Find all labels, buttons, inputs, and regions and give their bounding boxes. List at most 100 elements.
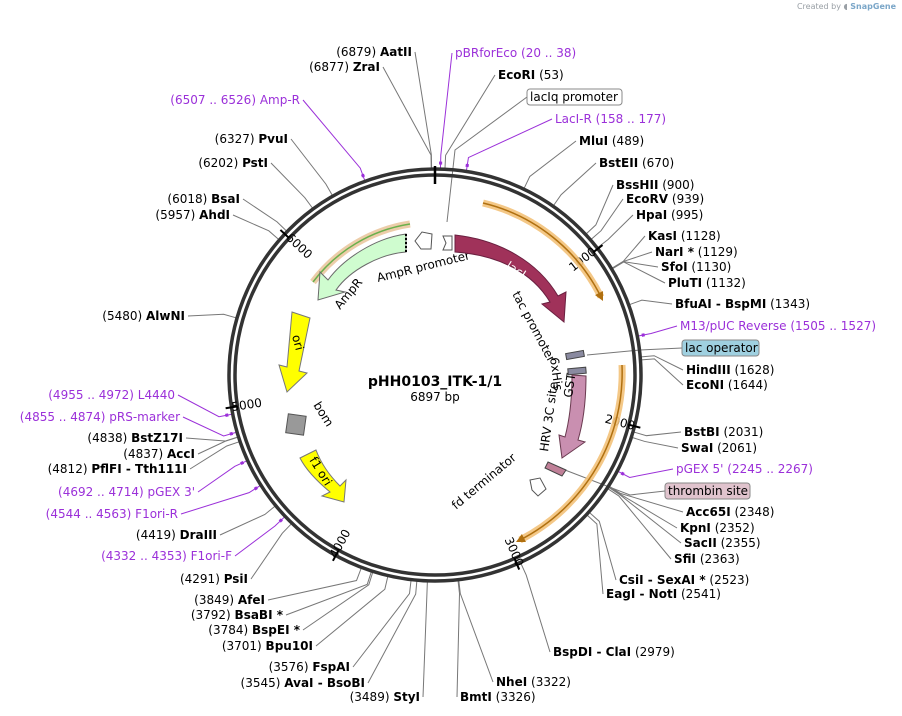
lacIq-promoter-box	[526, 88, 623, 106]
lac-operator-label: lac operator	[685, 341, 758, 355]
site-leader	[290, 138, 333, 196]
orf-arcs	[310, 199, 626, 544]
site-leader	[197, 460, 247, 493]
enzyme-site-label: (5480) AlwNI	[102, 309, 185, 323]
enzyme-site-label: (6202) PstI	[198, 156, 268, 170]
enzyme-site-label: MluI (489)	[579, 134, 644, 148]
primer-mark	[361, 173, 365, 178]
site-leader	[185, 436, 238, 442]
feature-gst	[558, 374, 587, 459]
site-leader	[285, 571, 372, 616]
primer-label: (4855 .. 4874) pRS-marker	[20, 410, 180, 424]
enzyme-site-label: BspDI - ClaI (2979)	[553, 645, 675, 659]
enzyme-site-label: Acc65I (2348)	[686, 505, 774, 519]
feature-6xhis	[565, 349, 585, 361]
site-leader	[439, 52, 453, 169]
site-leader	[553, 162, 597, 206]
site-leader	[219, 505, 276, 536]
enzyme-site-label: (5957) AhdI	[155, 208, 230, 222]
tick-label: 5000	[231, 396, 263, 415]
tick-mark	[628, 423, 641, 429]
enzyme-site-label: KpnI (2352)	[680, 521, 755, 535]
plasmid-name: pHH0103_ITK-1/1	[368, 374, 502, 390]
enzyme-site-label: SfoI (1130)	[661, 260, 731, 274]
site-leader	[302, 99, 366, 181]
feature-thrombin-site	[544, 461, 567, 477]
boxed-labels: lacIq promoter lac operator thrombin sit…	[526, 88, 760, 500]
site-leader	[608, 486, 678, 529]
primer-mark	[240, 460, 245, 466]
enzyme-site-label: (6018) BsaI	[167, 192, 240, 206]
site-leader	[456, 580, 461, 698]
enzyme-site-label: SwaI (2061)	[681, 441, 757, 455]
site-leader	[232, 214, 279, 240]
primer-label: (4692 .. 4714) pGEX 3'	[58, 485, 195, 499]
enzyme-site-label: (3545) AvaI - BsoBI	[241, 676, 365, 690]
primer-label: M13/pUC Reverse (1505 .. 1527)	[680, 319, 876, 333]
enzyme-site-label: HpaI (995)	[636, 208, 703, 222]
lacIq-promoter-label: lacIq promoter	[530, 90, 618, 104]
enzyme-site-label: BssHII (900)	[616, 178, 695, 192]
primer-label: pGEX 5' (2245 .. 2267)	[676, 462, 813, 476]
snapgene-credit: Created by ◖ SnapGene	[797, 2, 896, 11]
site-leader	[632, 437, 679, 449]
site-leader	[586, 514, 604, 595]
primer-mark	[278, 518, 283, 523]
orf-arc-gst-line	[515, 364, 623, 543]
primer-marks	[225, 161, 645, 523]
enzyme-site-label: PluTI (1132)	[668, 276, 746, 290]
feature-fd-terminator	[529, 477, 547, 497]
enzyme-site-label: (3576) FspAI	[269, 660, 350, 674]
tick-label: 6000	[283, 231, 315, 262]
site-leader	[422, 581, 428, 698]
feature-6xhis-label: 6xHis	[547, 356, 566, 391]
site-leader	[267, 568, 362, 601]
site-leader	[641, 358, 684, 386]
enzyme-site-label: SacII (2355)	[684, 536, 761, 550]
site-leader	[629, 299, 673, 306]
feature-laci	[454, 234, 567, 324]
feature-gst-label: GST	[561, 372, 578, 399]
site-leader	[234, 516, 285, 557]
plasmid-length: 6897 bp	[410, 390, 460, 404]
enzyme-site-label: (6879) AatII	[336, 45, 412, 59]
feature-ampr-promoter	[414, 231, 433, 250]
site-leader	[633, 431, 682, 437]
site-leader	[590, 198, 624, 240]
plasmid-backbone	[227, 166, 643, 583]
primer-label: (4955 .. 4972) L4440	[48, 388, 175, 402]
feature-bom	[285, 413, 307, 436]
enzyme-site-label: CsiI - SexAI * (2523)	[619, 573, 749, 587]
enzyme-site-label: (3784) BspEI *	[208, 623, 300, 637]
site-leader	[465, 118, 553, 171]
site-leader	[617, 468, 674, 478]
enzyme-site-label: BmtI (3326)	[460, 690, 536, 704]
enzyme-site-label: (3849) AfeI	[194, 593, 265, 607]
enzyme-site-label: EagI - NotI (2541)	[606, 587, 721, 601]
site-leader	[177, 394, 232, 418]
primer-mark	[253, 486, 258, 491]
site-leader	[382, 66, 432, 169]
enzyme-site-label: (6877) ZraI	[309, 60, 380, 74]
site-leader	[589, 512, 617, 581]
enzyme-site-label: (3792) BsaBI *	[191, 608, 284, 622]
feature-bom-label: bom	[310, 399, 336, 429]
site-leader	[367, 581, 418, 684]
enzyme-site-label: (4812) PflFI - Tth111I	[48, 462, 187, 476]
enzyme-site-label: (4837) AccI	[123, 447, 195, 461]
enzyme-site-label: (3701) Bpu10I	[222, 639, 313, 653]
site-leader	[302, 572, 374, 631]
orf-arc-ampr-line	[312, 223, 411, 283]
enzyme-site-label: (4838) BstZ17I	[87, 431, 183, 445]
site-leader	[187, 313, 237, 319]
enzyme-site-label: BfuAI - BspMI (1343)	[675, 297, 810, 311]
site-leader	[612, 261, 666, 284]
enzyme-site-label: NheI (3322)	[496, 675, 571, 689]
enzyme-site-label: (6327) PvuI	[215, 132, 288, 146]
site-leader	[352, 580, 412, 668]
feature-fd-terminator-label: fd terminator	[449, 450, 519, 512]
lacIq-leader	[446, 96, 528, 223]
primer-mark	[229, 431, 234, 436]
thrombin-site-label: thrombin site	[668, 484, 748, 498]
